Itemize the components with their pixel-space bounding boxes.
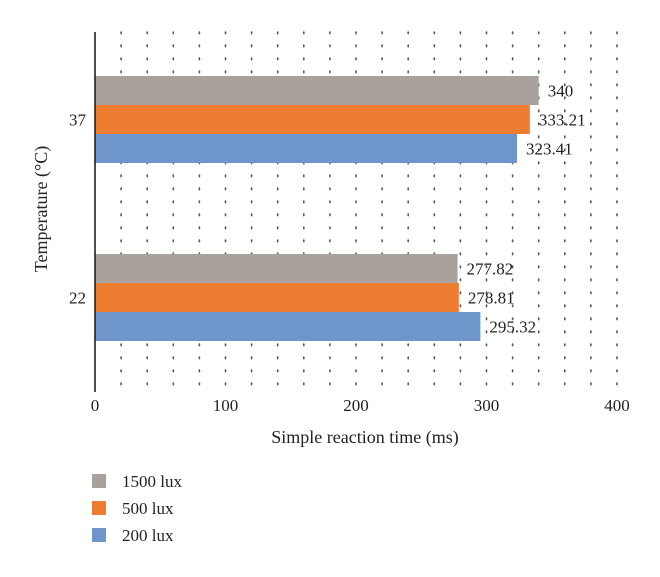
- x-tick-label: 400: [604, 396, 630, 415]
- bar: [95, 105, 530, 134]
- data-label: 295.32: [489, 318, 536, 337]
- legend-swatch: [92, 528, 106, 542]
- legend: 1500 lux 500 lux 200 lux: [92, 472, 182, 545]
- legend-swatch: [92, 474, 106, 488]
- bar: [95, 134, 518, 163]
- y-tick-label: 37: [69, 111, 87, 130]
- data-labels: 340 333.21 323.41 277.82 278.81 295.32: [467, 82, 586, 337]
- x-tick-label: 300: [474, 396, 500, 415]
- legend-swatch: [92, 501, 106, 515]
- bar: [95, 312, 481, 341]
- data-label: 278.81: [468, 289, 515, 308]
- bar: [95, 283, 459, 312]
- data-label: 277.82: [467, 260, 514, 279]
- x-axis-title: Simple reaction time (ms): [271, 427, 458, 448]
- legend-label: 1500 lux: [122, 472, 182, 491]
- axes: 0 100 200 300 400 37 22: [69, 32, 630, 415]
- y-tick-label: 22: [69, 289, 86, 308]
- bar: [95, 254, 458, 283]
- y-axis-title: Temperature (°C): [31, 146, 52, 272]
- bars: [95, 76, 539, 341]
- x-tick-label: 100: [213, 396, 239, 415]
- data-label: 323.41: [526, 140, 573, 159]
- legend-label: 200 lux: [122, 526, 174, 545]
- data-label: 333.21: [539, 111, 586, 130]
- bar: [95, 76, 539, 105]
- legend-label: 500 lux: [122, 499, 174, 518]
- x-tick-label: 200: [343, 396, 369, 415]
- x-tick-label: 0: [91, 396, 100, 415]
- data-label: 340: [548, 82, 574, 101]
